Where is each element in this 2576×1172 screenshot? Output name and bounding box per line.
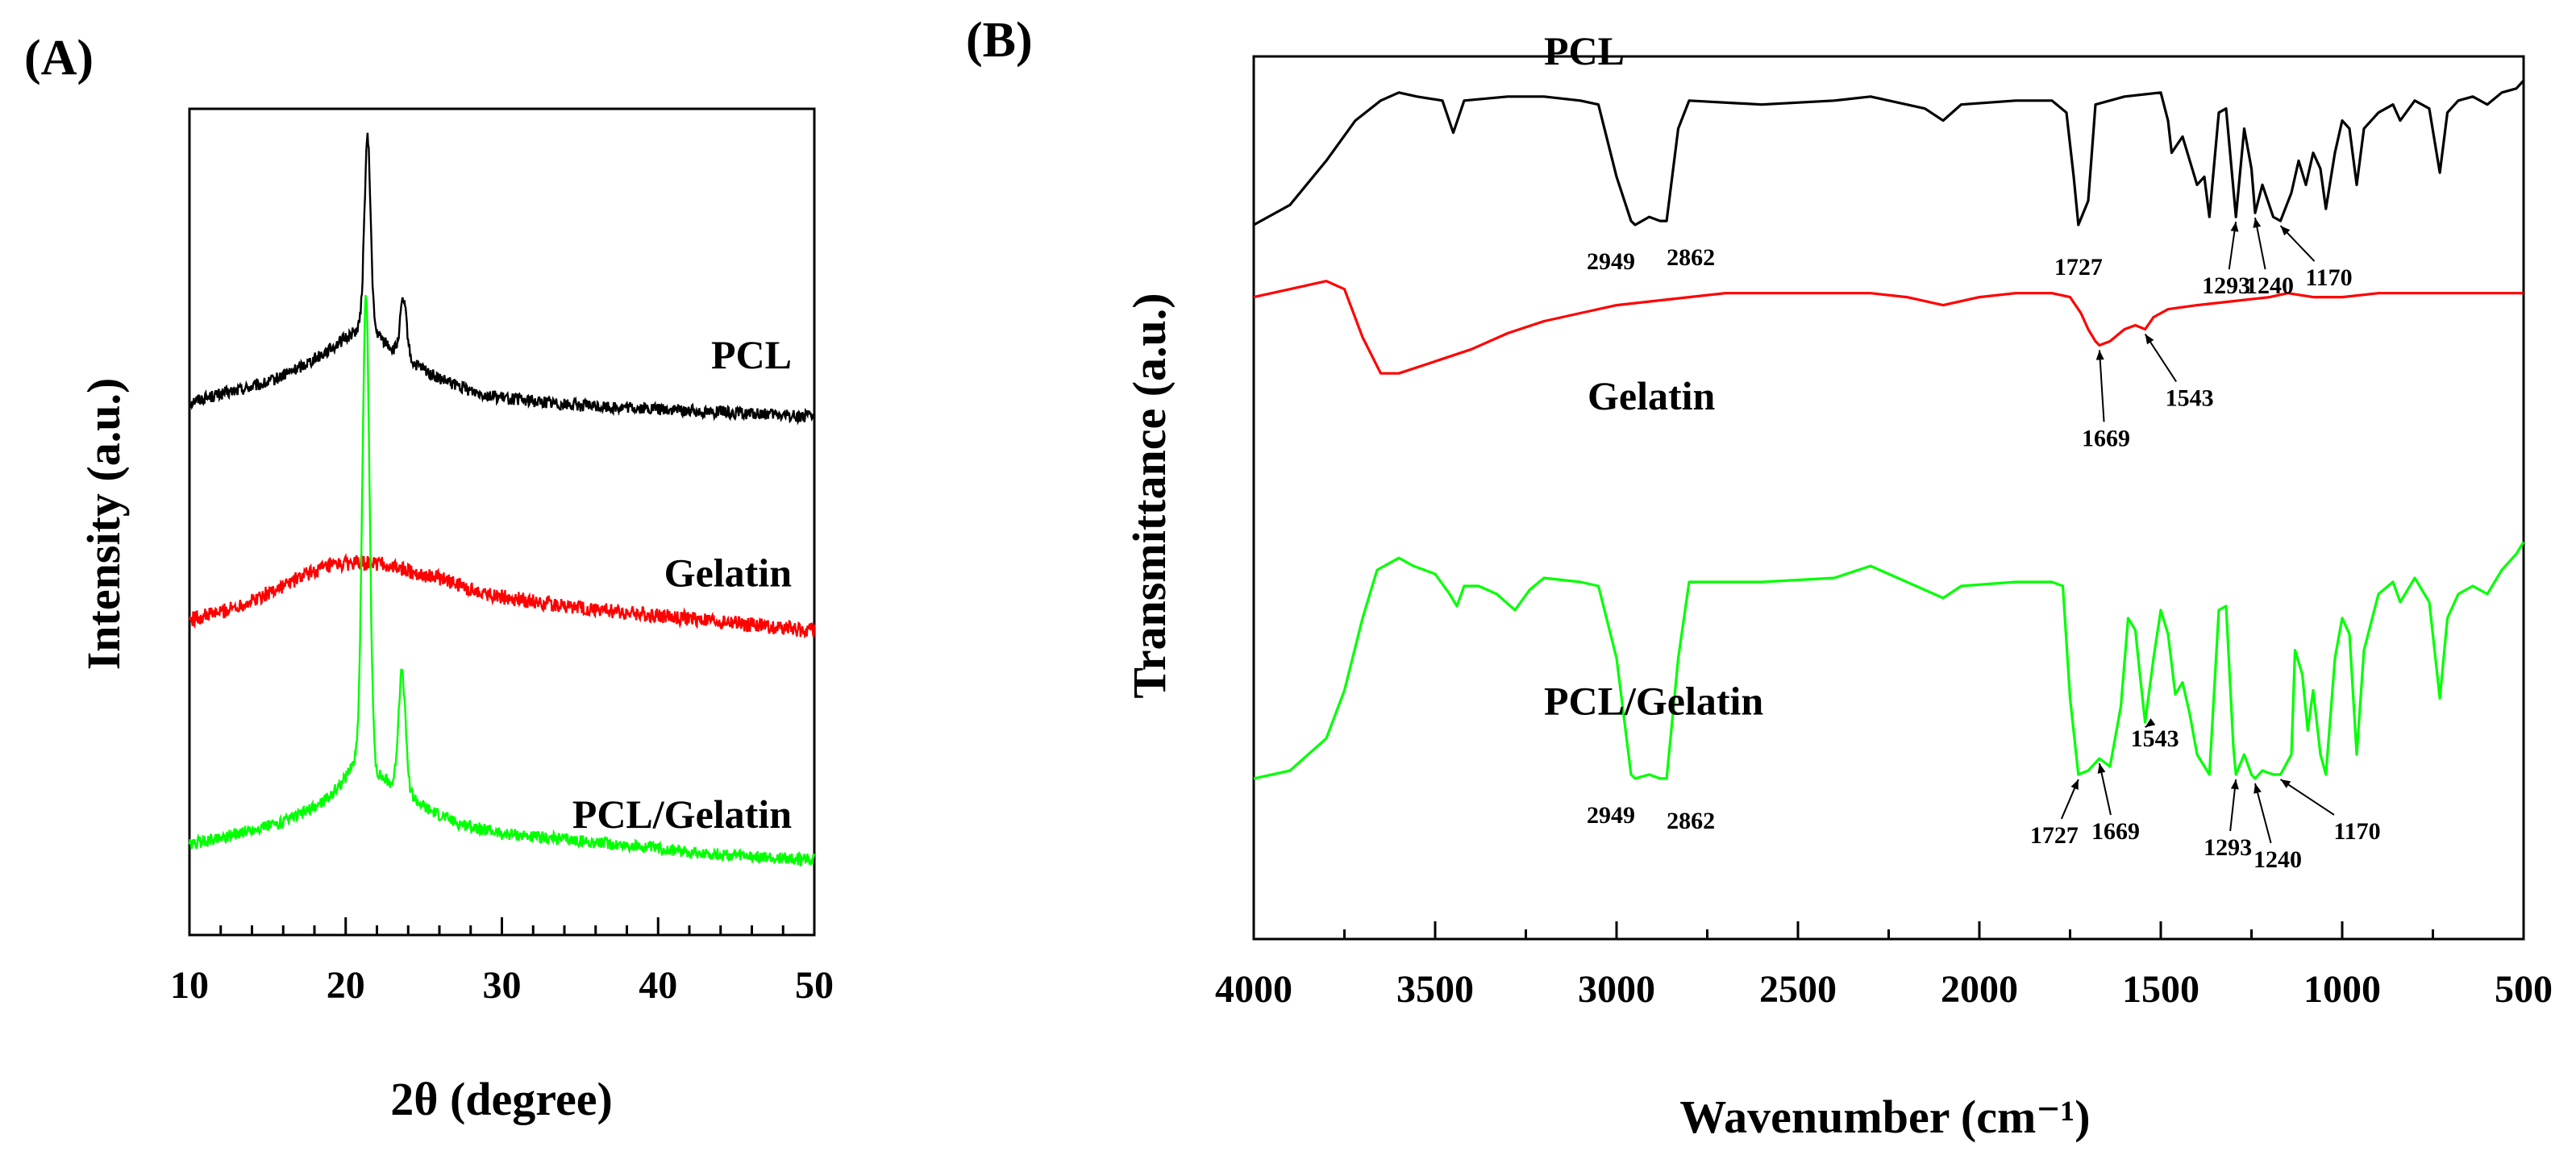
panel-a-series-labels: PCL Gelatin PCL/Gelatin [572,332,792,837]
panel-b-x-axis-title: Wavenumber (cm⁻¹) [1679,1091,2090,1143]
panel-b-annotation-arrowhead [2145,334,2154,345]
panel-b-y-axis-title: Transmittance (a.u.) [1123,293,1176,698]
panel-b-annotation-pcl-1727: 1727 [2054,254,2103,281]
panel-a-series-pcl-line [188,132,816,426]
panel-a-series [188,132,816,867]
panel-b-series-label-pcl-gelatin: PCL/Gelatin [1544,678,1763,723]
panel-b-annotation-arrowhead [2253,783,2262,794]
panel-b-plot-frame [1252,55,2525,941]
panel-b-x-tick-label: 500 [2495,968,2553,1011]
panel-b-annotation-arrowhead [2230,222,2239,232]
panel-b-x-tick-label: 4000 [1215,968,1292,1011]
panel-b-annotation-pcl-1170: 1170 [2305,264,2352,291]
panel-b-series-label-pcl: PCL [1544,28,1625,73]
panel-b-x-tick-label: 2000 [1941,968,2018,1011]
panel-a-series-label-pcl: PCL [711,332,792,377]
panel-a-series-gelatin-line [188,552,816,639]
panel-a-x-axis-title: 2θ (degree) [390,1073,613,1125]
panel-b-annotation-arrowhead [2230,779,2239,790]
panel-a-series-pcl-gelatin-line [188,295,816,867]
panel-b-series-label-gelatin: Gelatin [1588,373,1716,418]
panel-b-annotation-arrowhead [2253,218,2262,228]
panel-a-x-tick-label: 20 [327,964,365,1007]
panel-a-label: (A) [24,31,94,85]
panel-b-annotation-gelatin-1669: 1669 [2082,425,2130,451]
panel-b-x-tick-label: 1000 [2303,968,2381,1011]
panel-b-series-gelatin-line [1253,280,2524,375]
panel-b: (B) 4000 3500 3000 2500 2000 1500 1000 500 PCL G… [966,13,2553,1143]
panel-b-x-tick-label: 2500 [1759,968,1837,1011]
panel-b-annotation-pcl-gelatin-1240: 1240 [2253,846,2302,873]
panel-b-label: (B) [966,13,1033,68]
panel-a-y-axis-title: Intensity (a.u.) [77,378,130,671]
panel-b-annotation-pcl-gelatin-1543: 1543 [2131,725,2179,752]
panel-b-x-tick-label: 1500 [2122,968,2199,1011]
panel-b-annotation-gelatin-1543: 1543 [2166,384,2214,411]
panel-b-annotation-pcl-gelatin-2949: 2949 [1587,802,1635,829]
panel-b-x-tick-label: 3500 [1396,968,1474,1011]
panel-b-annotation-pcl-gelatin-1170: 1170 [2333,818,2380,845]
panel-b-annotation-arrowhead [2280,226,2291,236]
panel-b-series-pcl-gelatin-line [1253,541,2525,780]
panel-b-annotation-pcl-2862: 2862 [1667,244,1715,271]
panel-b-series-pcl-line [1253,79,2525,227]
panel-a-series-label-gelatin: Gelatin [664,551,793,596]
panel-b-annotation-pcl-gelatin-1727: 1727 [2030,822,2079,849]
panel-b-annotation-arrowhead [2097,763,2106,774]
panel-b-annotation-arrowhead [2070,779,2079,790]
panel-a-x-tick-label: 10 [170,964,209,1007]
panel-b-annotation-arrowhead [2095,350,2104,360]
panel-b-annotation-arrowhead [2145,718,2156,728]
panel-b-annotation-pcl-gelatin-1293: 1293 [2204,834,2252,861]
panel-b-annotation-arrow [2254,783,2272,844]
panel-a-x-tick-label: 40 [639,964,677,1007]
panel-b-annotation-pcl-1293: 1293 [2202,272,2250,299]
panel-b-annotation-arrow [2098,350,2105,422]
panel-a-x-tick-label: 30 [483,964,522,1007]
panel-b-annotation-arrow [2279,779,2335,816]
panel-b-annotation-pcl-gelatin-1669: 1669 [2091,818,2140,845]
panel-b-annotation-arrowhead [2280,779,2291,788]
panel-b-x-tick-label: 3000 [1578,968,1655,1011]
panel-a-x-tick-label: 50 [795,964,834,1007]
panel-b-annotation-pcl-2949: 2949 [1587,248,1635,275]
panel-b-annotation-pcl-gelatin-2862: 2862 [1667,808,1715,834]
panel-b-x-axis: 4000 3500 3000 2500 2000 1500 1000 500 [1215,921,2553,1011]
panel-a: (A) 10 20 30 40 50 PCL Gelatin PCL/Gelatin 2θ … [24,31,834,1125]
panel-a-x-axis: 10 20 30 40 50 [170,917,834,1007]
panel-b-series [1253,79,2525,780]
panel-b-annotation-pcl-1240: 1240 [2245,272,2294,299]
panel-a-series-label-pcl-gelatin: PCL/Gelatin [572,792,792,837]
panel-b-series-labels: PCL Gelatin PCL/Gelatin [1544,28,1763,723]
